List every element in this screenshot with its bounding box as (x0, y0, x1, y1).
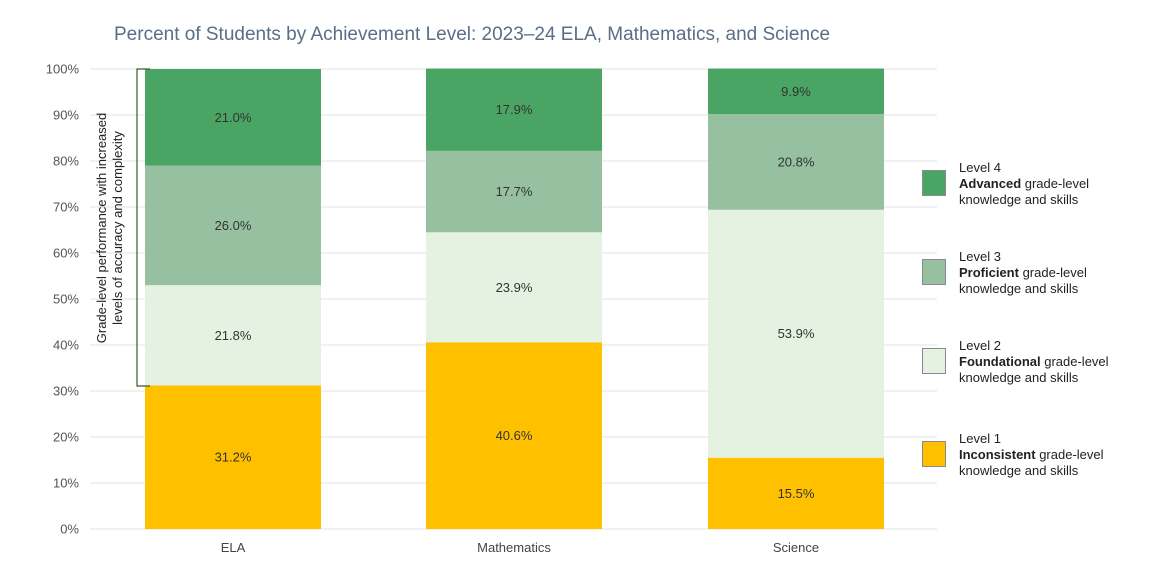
bar-segment (145, 285, 321, 386)
legend-rest2: knowledge and skills (959, 192, 1079, 207)
x-category-label: Science (773, 540, 819, 555)
y-tick-label: 10% (53, 476, 79, 491)
legend-bold: Foundational (959, 354, 1041, 369)
legend-swatch (922, 170, 946, 196)
bars: 31.2% 21.8% 26.0% 21.0% 40.6% 23.9% 17.7% 17.9%… (145, 68, 884, 529)
legend-level: Level 4 (959, 160, 1001, 175)
x-axis-categories: ELA Mathematics Science (221, 540, 819, 555)
bar-segment (145, 165, 321, 286)
legend-bold: Proficient (959, 265, 1019, 280)
annotation-line-1: Grade-level performance with increased (94, 113, 109, 344)
bar-segment (708, 114, 884, 210)
y-tick-label: 50% (53, 292, 79, 307)
y-tick-label: 80% (53, 154, 79, 169)
bar-segment (426, 68, 602, 151)
data-label: 21.0% (215, 110, 252, 125)
y-axis-ticks: 0% 10% 20% 30% 40% 50% 60% 70% 80% 90% 100% (46, 62, 80, 537)
data-label: 17.7% (496, 184, 533, 199)
data-label: 40.6% (496, 428, 533, 443)
legend-swatch (922, 348, 946, 374)
legend-rest2: knowledge and skills (959, 281, 1079, 296)
legend-text: Level 2 Foundational grade-level knowled… (959, 338, 1109, 386)
data-label: 26.0% (215, 218, 252, 233)
data-label: 17.9% (496, 102, 533, 117)
y-tick-label: 100% (46, 62, 80, 77)
legend-bold: Inconsistent (959, 447, 1036, 462)
x-category-label: ELA (221, 540, 246, 555)
legend-level: Level 3 (959, 249, 1001, 264)
bar-segment (426, 342, 602, 529)
y-tick-label: 20% (53, 430, 79, 445)
legend-rest: grade-level (1018, 265, 1087, 280)
bar-segment (145, 385, 321, 529)
y-tick-label: 40% (53, 338, 79, 353)
legend-text: Level 1 Inconsistent grade-level knowled… (959, 431, 1104, 479)
bracket-annotation: Grade-level performance with increased l… (94, 68, 150, 387)
legend-swatch (922, 441, 946, 467)
legend-rest: grade-level (1040, 354, 1109, 369)
legend-text: Level 4 Advanced grade-level knowledge a… (959, 160, 1089, 208)
bracket (136, 68, 150, 387)
data-label: 20.8% (778, 154, 815, 169)
bar-segment (426, 150, 602, 233)
y-tick-label: 60% (53, 246, 79, 261)
x-category-label: Mathematics (477, 540, 551, 555)
legend-level: Level 2 (959, 338, 1001, 353)
y-tick-label: 30% (53, 384, 79, 399)
data-label: 31.2% (215, 450, 252, 465)
y-tick-label: 90% (53, 108, 79, 123)
legend-rest2: knowledge and skills (959, 463, 1079, 478)
legend-swatch (922, 259, 946, 285)
y-tick-label: 0% (60, 522, 79, 537)
bar-segment (708, 209, 884, 458)
y-tick-label: 70% (53, 200, 79, 215)
bar-segment (145, 69, 321, 166)
bar-segment (426, 232, 602, 343)
legend-level: Level 1 (959, 431, 1001, 446)
annotation-line-2: levels of accuracy and complexity (110, 131, 125, 325)
legend-bold: Advanced (959, 176, 1022, 191)
legend-rest: grade-level (1035, 447, 1104, 462)
data-label: 23.9% (496, 280, 533, 295)
data-label: 15.5% (778, 486, 815, 501)
data-label: 21.8% (215, 328, 252, 343)
legend-rest: grade-level (1021, 176, 1090, 191)
data-label: 9.9% (781, 84, 811, 99)
bar-segment (708, 457, 884, 529)
chart-title: Percent of Students by Achievement Level… (114, 24, 831, 45)
data-label: 53.9% (778, 326, 815, 341)
legend-rest2: knowledge and skills (959, 370, 1079, 385)
legend-text: Level 3 Proficient grade-level knowledge… (959, 249, 1087, 297)
bar-segment (708, 68, 884, 115)
